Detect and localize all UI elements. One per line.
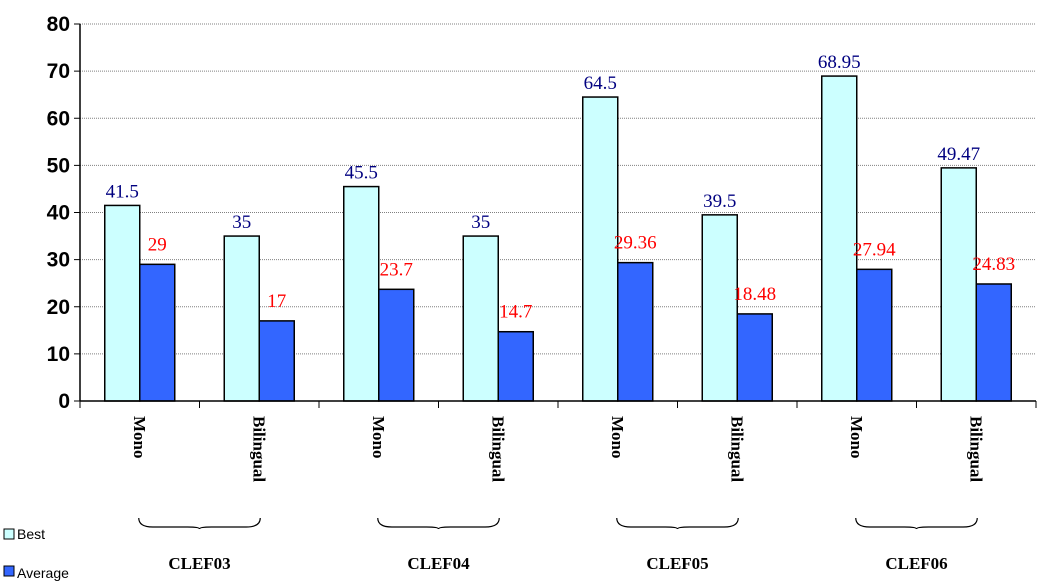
gridlines (80, 23, 1036, 355)
legend-label-average: Average (17, 565, 69, 581)
bar-best (343, 185, 380, 402)
bars (104, 75, 1012, 402)
legend: Best Average (3, 526, 69, 581)
data-label-average: 23.7 (380, 259, 413, 280)
bar-best (462, 235, 499, 402)
data-label-average: 14.7 (499, 302, 532, 323)
y-tick-label: 70 (47, 60, 70, 83)
data-label-average: 27.94 (853, 239, 896, 260)
y-tick-label: 60 (47, 107, 70, 130)
y-tick-label: 0 (58, 390, 70, 413)
category-label: Bilingual (488, 416, 507, 482)
bar-best (223, 235, 260, 402)
data-label-best: 35 (471, 212, 490, 233)
bar-best (701, 214, 738, 402)
category-label: Bilingual (249, 416, 268, 482)
legend-label-best: Best (17, 526, 45, 542)
bar-best (104, 204, 141, 402)
bar-average (975, 283, 1012, 402)
bar-best (940, 167, 977, 402)
bar-best (582, 96, 619, 402)
data-label-average: 17 (267, 291, 286, 312)
bar-average (139, 263, 176, 402)
category-label: Mono (608, 416, 627, 459)
value-labels: 41.5 29 35 17 45.5 23.7 35 14.7 64.5 29.36 39.5 18.… (106, 52, 1016, 323)
bar-average (378, 288, 415, 402)
data-label-best: 41.5 (106, 181, 139, 202)
bar-average (497, 330, 534, 402)
data-label-best: 64.5 (584, 73, 617, 94)
bar-best (821, 75, 858, 402)
group-labels: CLEF03 CLEF04 CLEF05 CLEF06 (138, 517, 978, 573)
data-label-best: 68.95 (818, 52, 861, 73)
data-label-average: 24.83 (972, 254, 1015, 275)
bar-average (856, 268, 893, 402)
data-label-average: 18.48 (733, 284, 776, 305)
category-label: Mono (847, 416, 866, 459)
data-label-best: 39.5 (703, 191, 736, 212)
data-label-best: 35 (232, 212, 251, 233)
y-tick-label: 10 (47, 343, 70, 366)
y-tick-label: 80 (47, 13, 70, 36)
bar-average (736, 313, 773, 402)
y-tick-label: 50 (47, 154, 70, 177)
group-brace (855, 517, 978, 530)
data-label-best: 45.5 (345, 163, 378, 184)
group-brace (377, 517, 500, 530)
bar-average (258, 320, 295, 402)
category-label: Mono (369, 416, 388, 459)
legend-swatch-average (3, 565, 15, 577)
data-label-average: 29.36 (614, 233, 657, 254)
group-label: CLEF04 (407, 554, 470, 573)
legend-swatch-best (3, 528, 15, 540)
category-label: Bilingual (727, 416, 746, 482)
bar-average (617, 261, 654, 402)
category-label: Mono (130, 416, 149, 459)
data-label-best: 49.47 (937, 144, 980, 165)
axes: 0 10 20 30 40 50 60 70 80 (47, 13, 1037, 413)
data-label-average: 29 (148, 234, 167, 255)
y-tick-label: 40 (47, 202, 70, 225)
group-label: CLEF03 (168, 554, 230, 573)
group-label: CLEF05 (646, 554, 708, 573)
category-label: Bilingual (966, 416, 985, 482)
y-tick-label: 20 (47, 296, 70, 319)
group-label: CLEF06 (885, 554, 947, 573)
group-brace (616, 517, 739, 530)
y-tick-label: 30 (47, 249, 70, 272)
category-labels: Mono Bilingual Mono Bilingual Mono Bilingual M… (130, 416, 986, 482)
group-brace (138, 517, 261, 530)
